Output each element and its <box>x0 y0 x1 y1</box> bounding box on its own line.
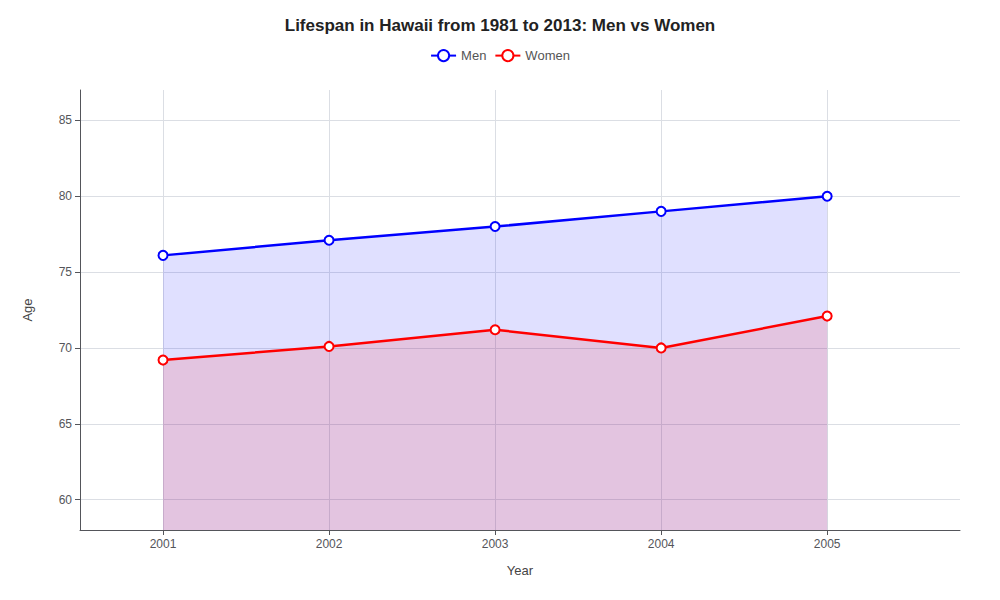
svg-text:75: 75 <box>59 265 73 279</box>
svg-text:2004: 2004 <box>648 537 675 551</box>
svg-text:60: 60 <box>59 493 73 507</box>
svg-text:2005: 2005 <box>814 537 841 551</box>
svg-text:80: 80 <box>59 189 73 203</box>
svg-text:2001: 2001 <box>150 537 177 551</box>
svg-text:Women: Women <box>525 48 570 63</box>
svg-text:Age: Age <box>20 298 35 321</box>
svg-text:2003: 2003 <box>482 537 509 551</box>
svg-text:70: 70 <box>59 341 73 355</box>
svg-text:Lifespan in Hawaii from 1981 t: Lifespan in Hawaii from 1981 to 2013: Me… <box>285 16 715 35</box>
svg-text:Men: Men <box>461 48 486 63</box>
svg-text:Year: Year <box>507 563 534 578</box>
svg-text:2002: 2002 <box>316 537 343 551</box>
svg-text:65: 65 <box>59 417 73 431</box>
svg-text:85: 85 <box>59 113 73 127</box>
